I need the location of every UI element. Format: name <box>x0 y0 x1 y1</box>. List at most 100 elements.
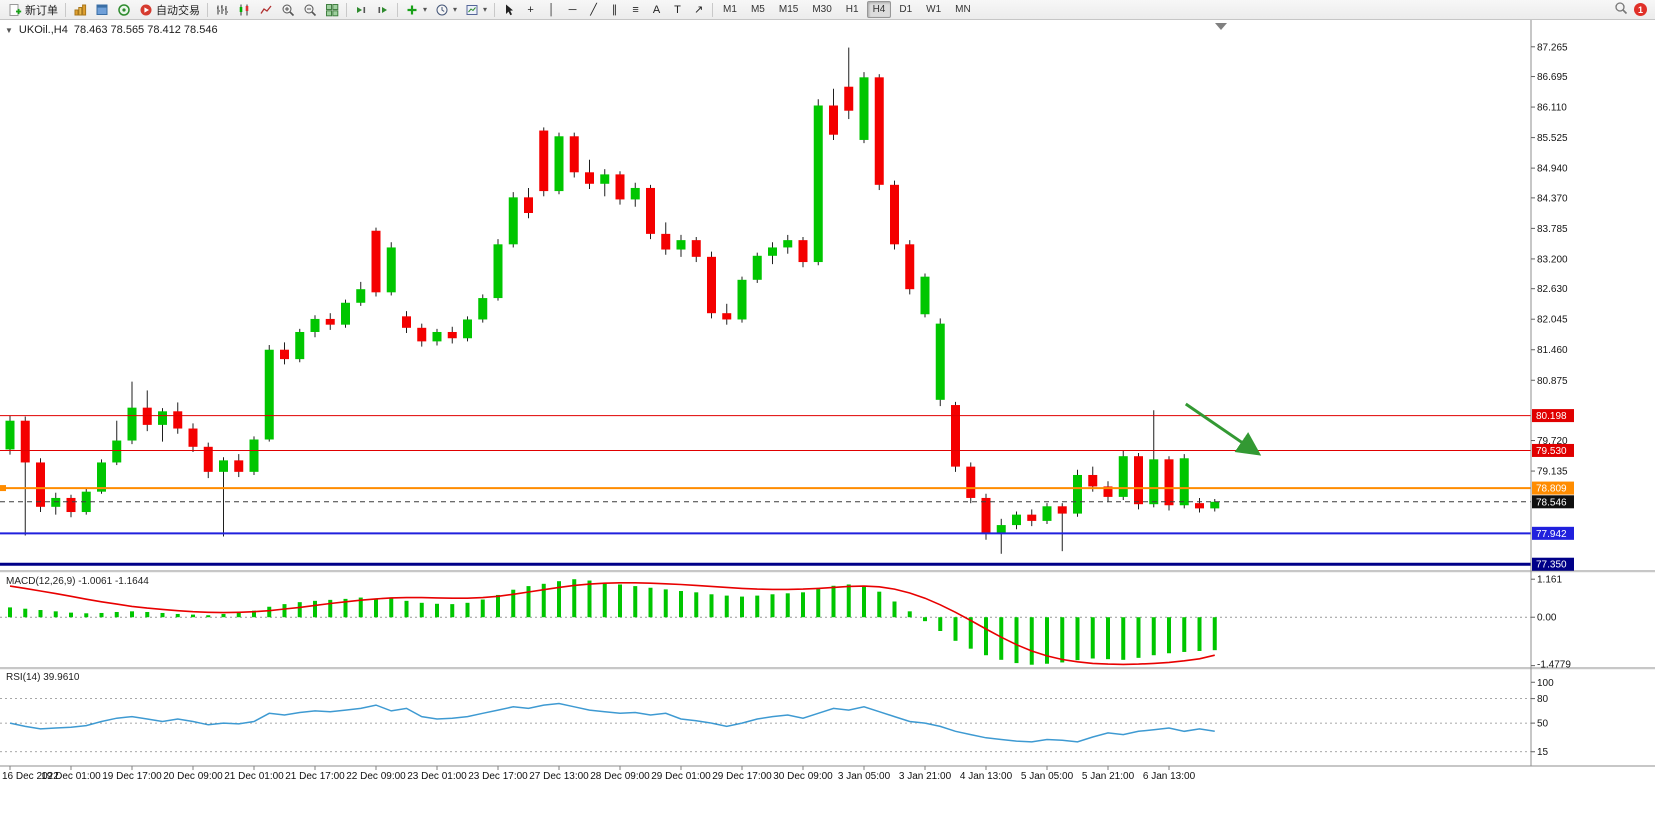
axis-label: 5 Jan 05:00 <box>1021 771 1074 782</box>
macd-panel[interactable] <box>0 573 1531 668</box>
timeframe-H1[interactable]: H1 <box>845 4 859 15</box>
timeframe-M1[interactable]: M1 <box>723 4 737 15</box>
bar-chart-icon <box>215 3 229 17</box>
price-badge-77.942 <box>1532 526 1574 540</box>
fibonacci-tool[interactable]: ≡ <box>632 3 639 16</box>
new-order-label: 新订单 <box>25 4 58 17</box>
indicators-button[interactable]: ▾ <box>401 0 431 19</box>
templates-button[interactable]: ▾ <box>461 0 491 19</box>
main-chart-area[interactable] <box>0 20 1531 571</box>
candlestick-series <box>5 47 1220 554</box>
line-drag-handle[interactable] <box>0 485 6 492</box>
axis-label: 29 Dec 17:00 <box>712 771 772 782</box>
terminal-button[interactable] <box>113 0 135 19</box>
timeframe-group: M1 M5 M15 M30 H1 H4 D1 W1 MN <box>716 1 978 18</box>
new-order-button[interactable]: 新订单 <box>4 0 62 19</box>
axis-label: 21 Dec 17:00 <box>285 771 345 782</box>
axis-label: 80 <box>1537 694 1549 705</box>
time-axis[interactable] <box>0 766 1655 786</box>
zoom-out-button[interactable] <box>299 0 321 19</box>
timeframe-D1[interactable]: D1 <box>899 4 913 15</box>
chart-canvas[interactable]: 87.265 86.695 86.110 85.525 84.940 84.370 83.7… <box>0 20 1655 822</box>
timeframe-H4[interactable]: H4 <box>866 1 892 18</box>
toolbar-separator <box>397 2 398 17</box>
axis-label: 1.161 <box>1537 575 1562 586</box>
axis-label: 79.720 <box>1537 436 1568 447</box>
chart-region: 87.265 86.695 86.110 85.525 84.940 84.370 83.7… <box>0 20 1655 822</box>
axis-label: 3 Jan 05:00 <box>838 771 891 782</box>
axis-label: 21 Dec 01:00 <box>224 771 284 782</box>
crosshair-tool[interactable]: + <box>527 3 534 16</box>
vertical-line-tool[interactable]: │ <box>548 3 555 16</box>
price-badge-77.350 <box>1532 557 1574 571</box>
toolbar-separator <box>207 2 208 17</box>
price-badge-78.809 <box>1532 481 1574 495</box>
search-icon[interactable] <box>1614 1 1628 18</box>
axis-label: 78.546 <box>1536 497 1567 508</box>
terminal-icon <box>117 3 131 17</box>
rsi-panel[interactable] <box>0 670 1531 764</box>
axis-label: 80.198 <box>1536 411 1567 422</box>
toolbar-separator <box>712 2 714 17</box>
axis-label: 6 Jan 13:00 <box>1143 771 1196 782</box>
clock-icon <box>435 3 449 17</box>
price-badge-79.530 <box>1532 443 1574 457</box>
timeframe-W1[interactable]: W1 <box>926 4 942 15</box>
axis-label: 81.460 <box>1537 345 1568 356</box>
cursor-icon <box>502 3 516 17</box>
market-watch-button[interactable] <box>69 0 91 19</box>
horizontal-line-tool[interactable]: ─ <box>568 3 577 16</box>
axis-label: 79.530 <box>1536 446 1567 457</box>
price-axis[interactable] <box>1531 20 1655 766</box>
axis-label: 16 Dec 2022 <box>2 771 59 782</box>
new-order-icon <box>8 3 22 17</box>
channel-tool[interactable]: ∥ <box>611 4 618 16</box>
candlestick-chart-button[interactable] <box>233 0 255 19</box>
axis-label: 5 Jan 21:00 <box>1082 771 1135 782</box>
cursor-tool[interactable] <box>498 0 520 19</box>
axis-label: 87.265 <box>1537 42 1568 53</box>
price-badge-80.198 <box>1532 409 1574 423</box>
line-chart-button[interactable] <box>255 0 277 19</box>
autotrading-icon <box>139 3 153 17</box>
toolbar-separator <box>346 2 347 17</box>
trendline-tool[interactable]: ╱ <box>590 4 597 16</box>
timeframe-M15[interactable]: M15 <box>778 4 799 15</box>
zoom-in-button[interactable] <box>277 0 299 19</box>
notification-badge[interactable]: 1 <box>1634 3 1647 16</box>
axis-label: 23 Dec 17:00 <box>468 771 528 782</box>
timeframe-MN[interactable]: MN <box>955 4 971 15</box>
axis-label: 27 Dec 13:00 <box>529 771 589 782</box>
timeframe-M30[interactable]: M30 <box>812 4 832 15</box>
chevron-down-icon: ▾ <box>453 5 458 14</box>
bar-chart-button[interactable] <box>211 0 233 19</box>
axis-label: 83.785 <box>1537 224 1568 235</box>
zoom-in-icon <box>281 3 295 17</box>
arrow-annotation[interactable] <box>1184 402 1262 456</box>
axis-label: 15 <box>1537 747 1549 758</box>
toolbar-separator <box>494 2 496 17</box>
chart-shift-button[interactable] <box>372 0 394 19</box>
axis-label: 77.350 <box>1536 560 1567 571</box>
arrows-tool[interactable]: ↗ <box>693 4 704 16</box>
autotrading-button[interactable]: 自动交易 <box>135 0 204 19</box>
label-tool[interactable]: T <box>674 3 681 16</box>
axis-label: 82.045 <box>1537 315 1568 326</box>
periods-button[interactable]: ▾ <box>431 0 461 19</box>
axis-label: 83.200 <box>1537 254 1568 265</box>
axis-label: 3 Jan 21:00 <box>899 771 952 782</box>
axis-label: 80.875 <box>1537 376 1568 387</box>
axis-label: 23 Dec 01:00 <box>407 771 467 782</box>
chevron-down-icon: ▾ <box>483 5 488 14</box>
text-tool[interactable]: A <box>652 3 661 16</box>
axis-label: 86.695 <box>1537 72 1568 83</box>
axis-label: 19 Dec 01:00 <box>41 771 101 782</box>
auto-scroll-button[interactable] <box>350 0 372 19</box>
line-chart-icon <box>259 3 273 17</box>
axis-label: 85.525 <box>1537 133 1568 144</box>
tile-windows-button[interactable] <box>321 0 343 19</box>
chart-shift-marker[interactable] <box>1215 23 1227 30</box>
chevron-down-icon: ▾ <box>423 5 428 14</box>
timeframe-M5[interactable]: M5 <box>750 4 765 15</box>
navigator-button[interactable] <box>91 0 113 19</box>
